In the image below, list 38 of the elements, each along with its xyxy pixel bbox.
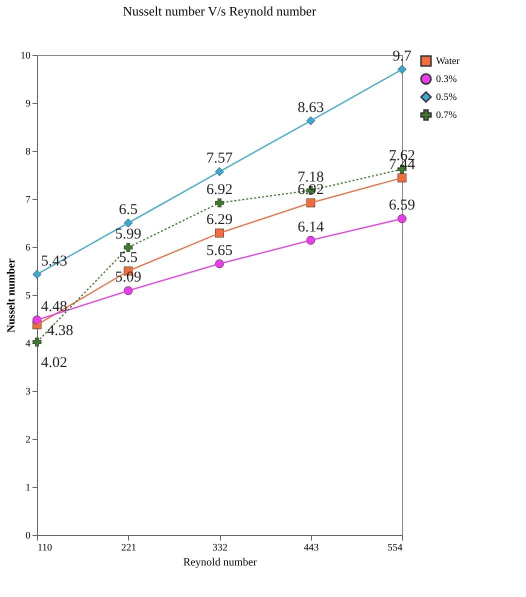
data-label: 5.5 <box>118 250 138 266</box>
legend-label: Water <box>436 56 460 67</box>
x-axis-title: Reynold number <box>183 556 258 568</box>
x-tick-label: 221 <box>121 542 136 554</box>
data-label: 4.02 <box>41 355 68 372</box>
y-tick-label: 6 <box>26 242 30 254</box>
data-label: 6.29 <box>206 212 233 228</box>
data-label: 7.57 <box>206 150 234 167</box>
chart-title: Nusselt number V/s Reynold number <box>122 3 317 18</box>
data-label: 6.14 <box>298 219 324 236</box>
x-tick-label: 110 <box>38 542 52 554</box>
data-label: 6.59 <box>388 198 416 214</box>
y-tick-label: 9 <box>26 98 30 110</box>
x-tick-label: 332 <box>212 542 228 554</box>
y-axis-title: Nusselt number <box>6 258 18 333</box>
legend-label: 0.3% <box>436 74 457 85</box>
data-label: 8.63 <box>298 100 324 116</box>
y-tick-label: 5 <box>26 290 30 302</box>
y-tick-label: 2 <box>26 434 30 446</box>
data-label: 9.7 <box>392 48 412 64</box>
y-tick-label: 4 <box>26 338 30 350</box>
data-label: 4.38 <box>47 322 74 339</box>
data-label: 6.92 <box>206 182 233 198</box>
y-tick-label: 8 <box>26 146 30 158</box>
x-tick-label: 443 <box>304 542 319 554</box>
y-tick-label: 10 <box>20 50 30 62</box>
x-tick-label: 554 <box>388 542 402 554</box>
y-tick-label: 0 <box>26 530 30 542</box>
y-tick-label: 7 <box>26 194 30 206</box>
data-label: 5.65 <box>206 242 233 259</box>
data-label: 4.48 <box>41 298 68 315</box>
y-tick-label: 1 <box>26 482 30 494</box>
y-tick-label: 3 <box>26 386 30 398</box>
data-label: 7.18 <box>298 169 324 186</box>
legend-label: 0.5% <box>436 92 457 103</box>
legend-label: 0.7% <box>436 110 457 121</box>
data-label: 6.5 <box>118 202 138 218</box>
data-label: 5.99 <box>115 226 142 242</box>
